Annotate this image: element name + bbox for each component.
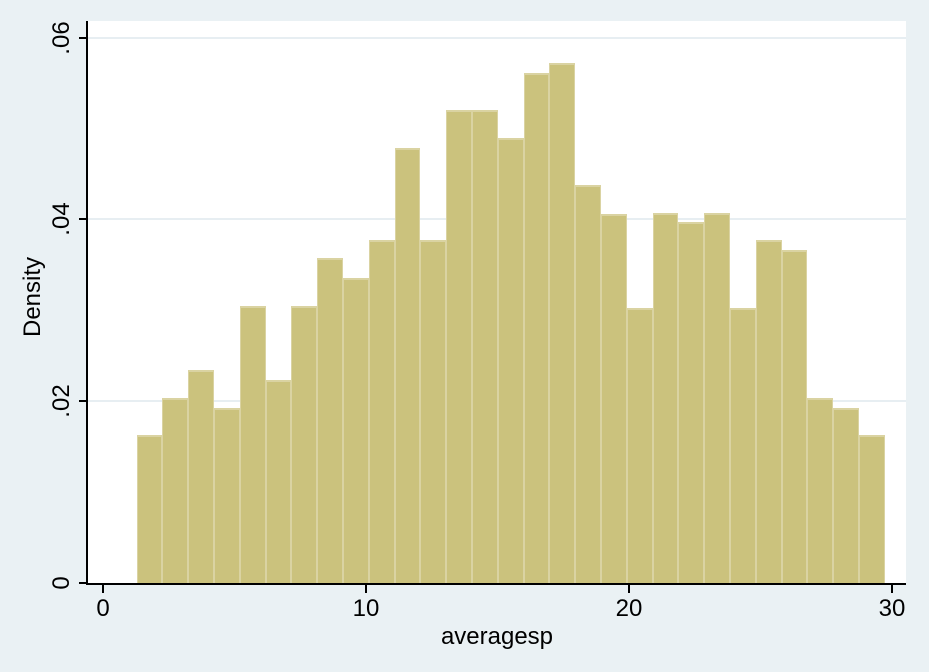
y-tick-label: .06 xyxy=(48,20,75,55)
x-tick-label: 30 xyxy=(878,595,906,622)
y-gridline xyxy=(88,36,906,39)
y-tick xyxy=(79,400,87,403)
histogram-bar xyxy=(755,240,782,583)
y-tick xyxy=(79,36,87,39)
histogram-bar xyxy=(652,213,679,583)
histogram-bar xyxy=(549,63,576,583)
histogram-bar xyxy=(523,73,550,583)
histogram-bar xyxy=(291,305,318,583)
x-tick-label: 0 xyxy=(96,595,110,622)
histogram-bar xyxy=(472,110,498,583)
histogram-bar xyxy=(497,138,524,583)
histogram-bar xyxy=(730,307,756,583)
histogram-bar xyxy=(394,148,421,583)
x-tick-label: 10 xyxy=(352,595,380,622)
y-tick xyxy=(79,218,87,221)
x-axis-title: averagesp xyxy=(440,623,554,650)
x-tick xyxy=(365,585,367,593)
histogram-bar xyxy=(807,397,834,583)
y-tick-label: 0 xyxy=(48,576,75,590)
histogram-bar xyxy=(239,305,266,583)
histogram-bar xyxy=(626,307,653,583)
histogram-bar xyxy=(704,213,731,583)
x-axis-line xyxy=(86,583,906,585)
y-axis-line xyxy=(86,21,88,585)
y-tick xyxy=(79,582,87,584)
histogram-bar xyxy=(265,380,292,583)
histogram-bar xyxy=(214,408,240,583)
histogram-bar xyxy=(368,240,395,583)
y-tick-label: .04 xyxy=(48,202,75,237)
x-tick xyxy=(102,585,104,593)
histogram-bar xyxy=(317,258,344,583)
histogram-bar xyxy=(446,110,473,583)
histogram-bar xyxy=(343,278,369,583)
x-tick xyxy=(628,585,630,593)
histogram-bar xyxy=(781,250,808,583)
y-axis-title: Density xyxy=(19,256,46,338)
histogram-bar xyxy=(136,434,163,583)
histogram-bar xyxy=(162,397,189,583)
histogram-bar xyxy=(188,370,215,583)
histogram-bar xyxy=(859,434,885,583)
histogram-bar xyxy=(678,222,705,583)
x-tick-label: 20 xyxy=(615,595,643,622)
y-tick-label: .02 xyxy=(48,384,75,418)
histogram-bar xyxy=(601,213,627,583)
histogram-bar xyxy=(575,184,602,583)
histogram-bar xyxy=(833,408,860,583)
x-tick xyxy=(891,585,893,593)
histogram-bar xyxy=(420,240,447,583)
